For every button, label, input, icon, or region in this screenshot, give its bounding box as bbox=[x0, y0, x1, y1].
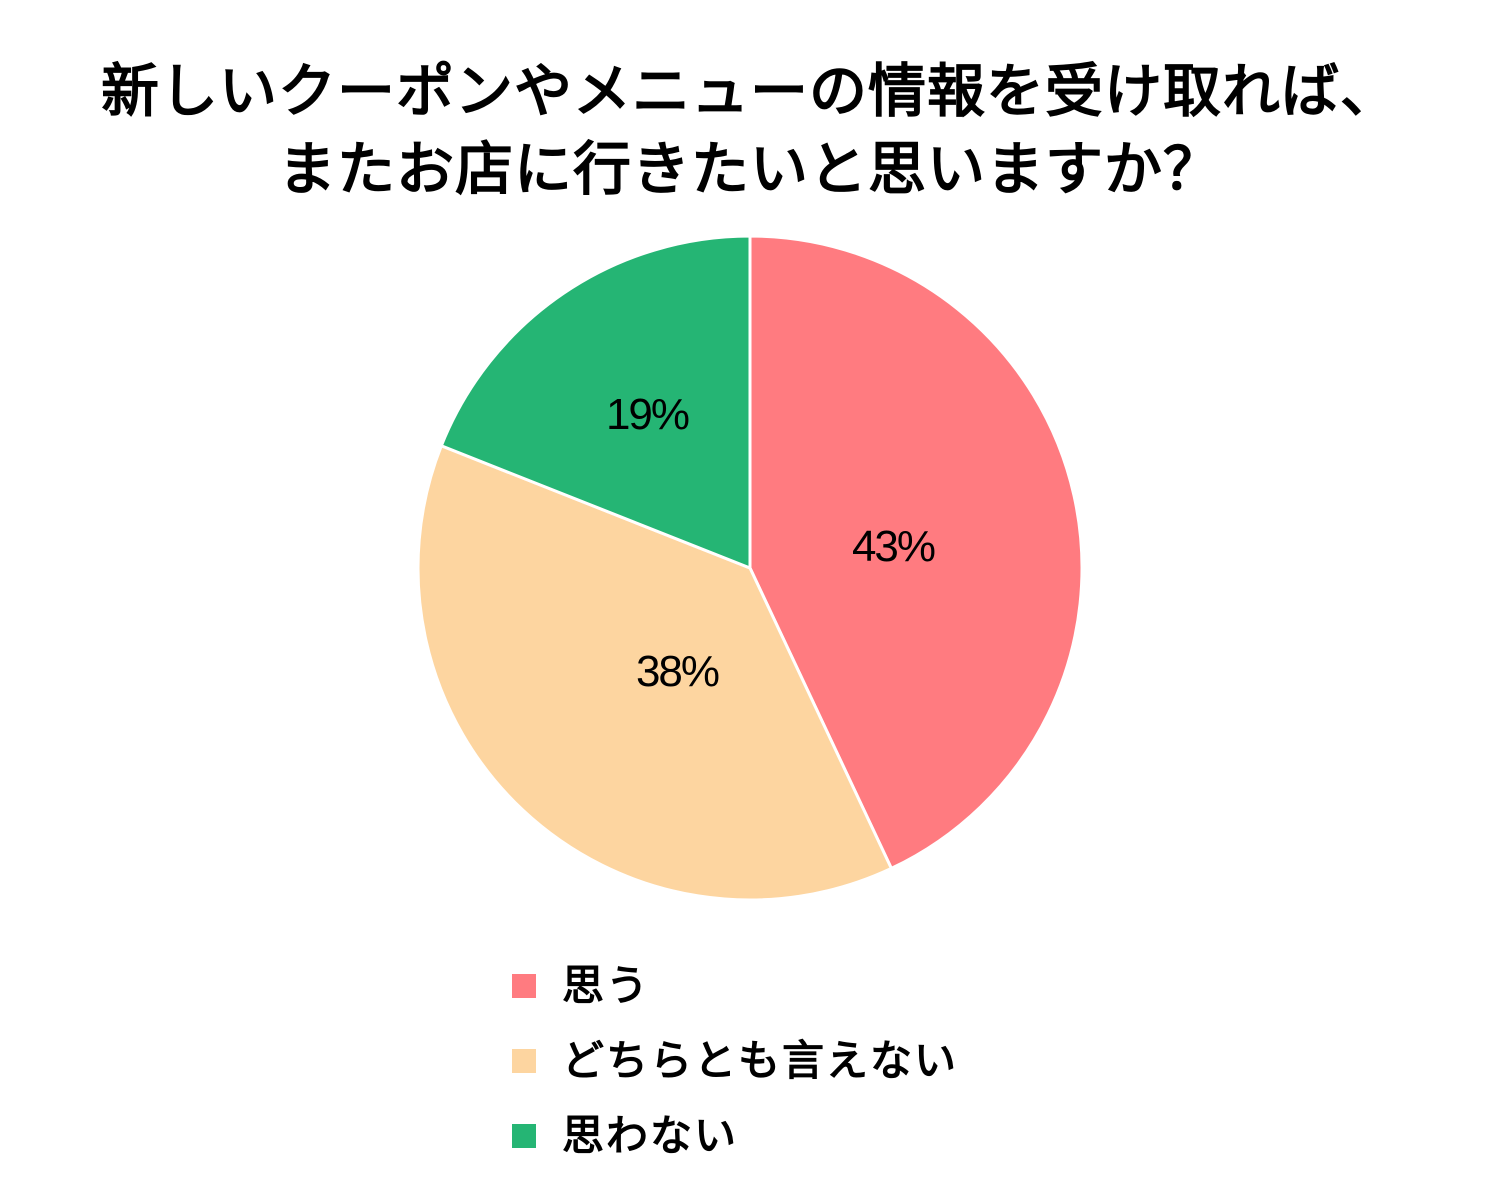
chart-title-line-2: またお店に行きたいと思いますか？ bbox=[277, 135, 1222, 203]
legend: 思う どちらとも言えない 思わない bbox=[512, 948, 958, 1173]
legend-label: どちらとも言えない bbox=[562, 1035, 959, 1085]
legend-item-dochiratomo: どちらとも言えない bbox=[512, 1023, 958, 1098]
pie-slice-omowanai bbox=[439, 234, 752, 570]
pie-slices bbox=[416, 234, 1084, 902]
legend-swatch-pink bbox=[512, 973, 536, 998]
legend-label: 思う bbox=[562, 960, 651, 1010]
pie-slice-dochiratomo bbox=[416, 444, 893, 902]
pie-slice-omou bbox=[748, 234, 1084, 870]
legend-item-omowanai: 思わない bbox=[512, 1098, 958, 1173]
legend-item-omou: 思う bbox=[512, 948, 958, 1023]
slice-label-omowanai: 19% bbox=[606, 390, 689, 439]
slice-label-dochiratomo: 38% bbox=[636, 647, 719, 696]
chart-title-line-1: 新しいクーポンやメニューの情報を受け取れば、 bbox=[100, 57, 1399, 125]
slice-label-omou: 43% bbox=[852, 522, 935, 571]
legend-swatch-peach bbox=[512, 1048, 536, 1073]
legend-swatch-green bbox=[512, 1123, 536, 1148]
chart-title: 新しいクーポンやメニューの情報を受け取れば、 またお店に行きたいと思いますか？ bbox=[0, 52, 1500, 208]
legend-label: 思わない bbox=[562, 1110, 739, 1160]
